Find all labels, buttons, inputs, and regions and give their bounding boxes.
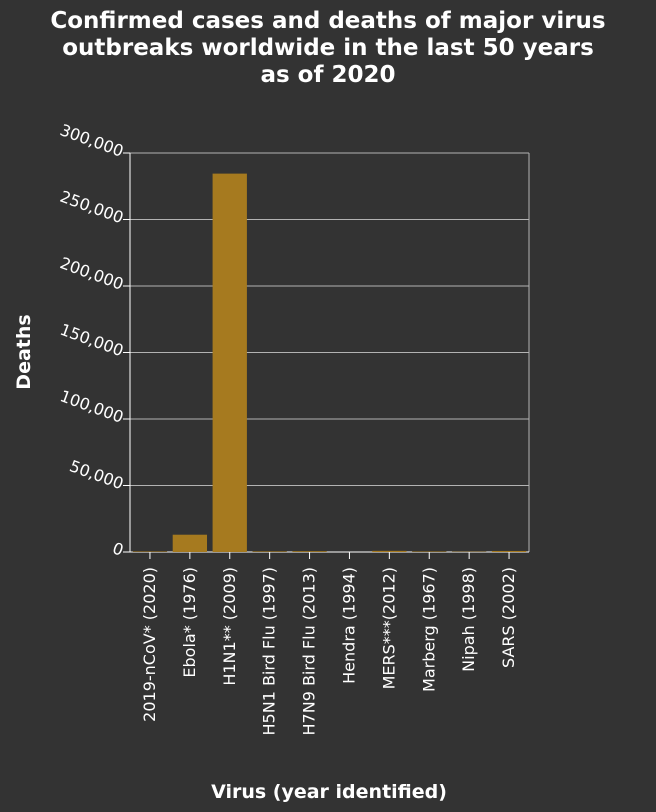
y-tick-label: 200,000 <box>57 253 126 293</box>
bar <box>292 551 327 552</box>
x-tick-label: SARS (2002) <box>499 567 518 668</box>
bars <box>132 173 527 553</box>
bar <box>132 551 168 552</box>
x-tick-label: MERS***(2012) <box>379 567 398 689</box>
y-tick-label: 150,000 <box>57 320 126 360</box>
bar <box>252 551 287 552</box>
y-tick-label: 50,000 <box>67 456 126 493</box>
bar <box>372 550 407 552</box>
bar <box>212 173 247 553</box>
y-axis-label: Deaths <box>13 314 35 389</box>
x-tick-label: Marberg (1967) <box>419 567 438 692</box>
chart-title-line: outbreaks worldwide in the last 50 years <box>62 35 594 61</box>
chart-title: Confirmed cases and deaths of major viru… <box>50 8 605 88</box>
grid-lines <box>129 152 530 553</box>
x-tick-label: H5N1 Bird Flu (1997) <box>260 567 279 735</box>
y-tick-label: 0 <box>110 538 126 559</box>
x-tick-label: Ebola* (1976) <box>180 567 199 678</box>
x-axis-label: Virus (year identified) <box>211 781 447 803</box>
bar <box>172 534 208 552</box>
x-tick-label: Nipah (1998) <box>459 567 478 672</box>
x-tick-label: Hendra (1994) <box>339 567 358 684</box>
x-tick-label: 2019-nCoV* (2020) <box>140 567 159 722</box>
x-axis-ticks: 2019-nCoV* (2020) Ebola* (1976) H1N1** (20… <box>140 552 518 735</box>
x-tick-label: H7N9 Bird Flu (2013) <box>300 567 319 735</box>
bar <box>491 550 527 552</box>
y-axis-ticks: 0 50,000 100,000 150,000 200,000 250,000 300,0… <box>57 120 130 560</box>
y-tick-label: 100,000 <box>57 386 126 426</box>
x-tick-label: H1N1** (2009) <box>220 567 239 686</box>
y-tick-label: 250,000 <box>57 187 126 227</box>
chart-title-line: as of 2020 <box>260 62 395 88</box>
chart-title-line: Confirmed cases and deaths of major viru… <box>50 8 605 34</box>
y-tick-label: 300,000 <box>57 120 126 160</box>
